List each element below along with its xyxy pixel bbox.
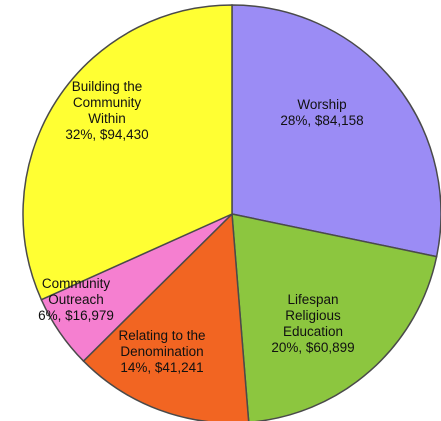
slices-layer [22, 4, 441, 421]
slice-label-line: Denomination [120, 344, 203, 359]
pie-slice-lifespan-religious-education [231, 213, 438, 421]
slice-label-line: 20%, $60,899 [271, 340, 354, 355]
slice-label-line: Community [42, 276, 111, 291]
slice-label-line: Education [283, 324, 343, 339]
slice-label-line: Outreach [48, 292, 104, 307]
slice-label-lifespan-religious-education: Lifespan Religious Education 20%, $60,899 [271, 292, 354, 355]
slice-label-line: Relating to the [118, 328, 205, 343]
pie-slice-relating-to-the-denomination [82, 212, 250, 421]
slice-label-line: Worship [297, 97, 346, 112]
slice-label-building-the-community-within: Building the Community Within 32%, $94,430 [65, 79, 148, 142]
pie-slice-building-the-community-within [22, 4, 233, 301]
slice-label-community-outreach: Community Outreach 6%, $16,979 [38, 276, 114, 323]
slice-label-line: Lifespan [287, 292, 338, 307]
pie-slice-worship [231, 4, 441, 258]
slice-label-worship: Worship 28%, $84,158 [280, 97, 363, 128]
slice-label-line: Community [73, 95, 142, 110]
slice-label-line: 28%, $84,158 [280, 113, 363, 128]
slice-label-line: 6%, $16,979 [38, 308, 114, 323]
labels-layer: Worship 28%, $84,158 Lifespan Religious Educ… [38, 79, 364, 375]
slice-label-line: Building the [72, 79, 143, 94]
slice-label-line: Religious [285, 308, 341, 323]
slice-label-line: 32%, $94,430 [65, 127, 148, 142]
slice-label-line: Within [88, 111, 126, 126]
slice-label-line: 14%, $41,241 [120, 360, 203, 375]
slice-label-relating-to-the-denomination: Relating to the Denomination 14%, $41,241 [118, 328, 205, 375]
